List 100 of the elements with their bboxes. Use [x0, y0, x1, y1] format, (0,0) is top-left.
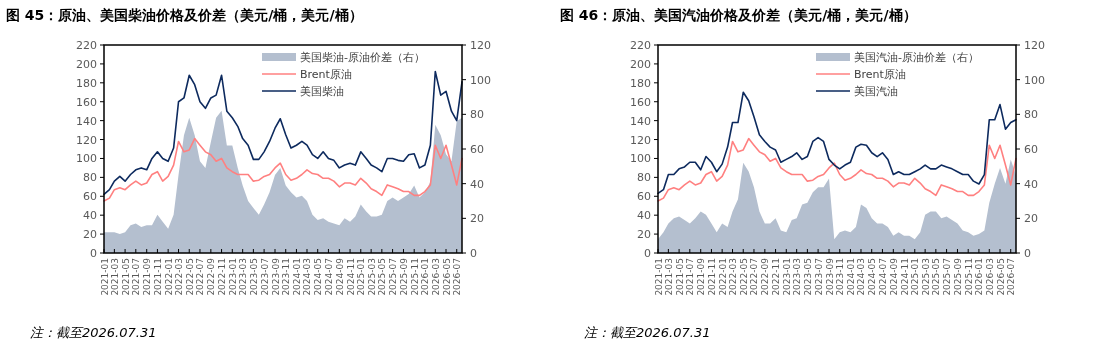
- x-tick-label: 2024-01: [291, 258, 302, 296]
- y-tick-label: 160: [76, 95, 97, 109]
- line-series: [103, 70, 463, 196]
- x-tick-label: 2021-11: [706, 258, 717, 296]
- x-tick-label: 2023-01: [781, 258, 792, 296]
- x-tick-label: 2023-11: [835, 258, 846, 296]
- y-tick-label: 200: [76, 57, 97, 71]
- y-tick-label: 220: [630, 39, 651, 52]
- y2-tick-label: 120: [470, 39, 491, 52]
- legend-label: Brent原油: [300, 68, 352, 81]
- x-tick-label: 2022-05: [184, 258, 195, 296]
- y-tick-label: 120: [630, 133, 651, 147]
- x-tick-label: 2023-07: [813, 258, 824, 296]
- x-tick-label: 2023-09: [270, 257, 281, 296]
- chart-title: 图 45：原油、美国柴油价格及价差（美元/桶，美元/桶）: [6, 7, 363, 23]
- y2-tick-label: 60: [470, 143, 484, 156]
- y-tick-label: 140: [630, 114, 651, 128]
- x-tick-label: 2024-05: [867, 258, 878, 296]
- y2-tick-label: 60: [1024, 143, 1038, 156]
- y-tick-label: 0: [90, 247, 97, 260]
- x-tick-label: 2021-03: [109, 258, 120, 296]
- y-tick-label: 40: [83, 209, 97, 223]
- x-tick-label: 2026-07: [452, 258, 463, 296]
- x-tick-label: 2025-07: [942, 258, 953, 296]
- y2-tick-label: 20: [470, 212, 484, 226]
- x-tick-label: 2026-05: [995, 258, 1006, 296]
- legend-label: Brent原油: [854, 68, 906, 81]
- x-tick-label: 2025-01: [910, 258, 921, 296]
- x-tick-label: 2023-05: [248, 258, 259, 296]
- y2-tick-label: 40: [470, 177, 484, 191]
- x-tick-label: 2024-05: [313, 258, 324, 296]
- x-tick-label: 2025-01: [356, 258, 367, 296]
- x-tick-label: 2022-01: [163, 258, 174, 296]
- y2-tick-label: 120: [1024, 39, 1045, 52]
- y-tick-label: 20: [637, 228, 651, 242]
- x-tick-label: 2022-11: [217, 258, 228, 296]
- x-tick-label: 2024-07: [877, 258, 888, 296]
- y2-tick-label: 80: [1024, 108, 1038, 122]
- y-tick-label: 0: [644, 247, 651, 260]
- x-tick-label: 2025-07: [388, 258, 399, 296]
- legend-label: 美国汽油-原油价差（右）: [854, 51, 979, 64]
- y2-tick-label: 0: [470, 247, 477, 260]
- x-tick-label: 2021-09: [142, 257, 153, 296]
- x-tick-label: 2022-03: [728, 258, 739, 296]
- y-tick-label: 180: [630, 76, 651, 90]
- x-tick-label: 2025-09: [398, 257, 409, 296]
- y-tick-label: 100: [76, 152, 97, 166]
- x-tick-label: 2024-03: [856, 258, 867, 296]
- x-tick-label: 2022-09: [760, 257, 771, 296]
- x-tick-label: 2021-01: [653, 258, 664, 296]
- x-tick-label: 2024-07: [323, 258, 334, 296]
- y-tick-label: 160: [630, 95, 651, 109]
- y-tick-label: 60: [83, 190, 97, 204]
- x-tick-label: 2026-01: [420, 258, 431, 296]
- x-tick-label: 2023-01: [227, 258, 238, 296]
- x-tick-label: 2025-03: [920, 258, 931, 296]
- x-tick-label: 2021-07: [131, 258, 142, 296]
- x-tick-label: 2024-03: [302, 258, 313, 296]
- x-tick-label: 2023-03: [792, 258, 803, 296]
- x-tick-label: 2022-09: [206, 257, 217, 296]
- x-tick-label: 2024-11: [345, 258, 356, 296]
- text: 注：截至2026.07.31: [584, 325, 711, 340]
- y2-tick-label: 20: [1024, 212, 1038, 226]
- y-tick-label: 180: [76, 76, 97, 90]
- line-series: [657, 137, 1017, 202]
- x-tick-label: 2025-05: [931, 258, 942, 296]
- x-tick-label: 2021-01: [99, 258, 110, 296]
- y-tick-label: 80: [637, 171, 651, 185]
- y2-tick-label: 0: [1024, 247, 1031, 260]
- x-tick-label: 2025-09: [952, 257, 963, 296]
- text: 注：截至2026.07.31: [30, 325, 157, 340]
- x-tick-label: 2024-11: [899, 258, 910, 296]
- x-tick-label: 2025-11: [409, 258, 420, 296]
- x-tick-label: 2021-05: [674, 258, 685, 296]
- x-tick-label: 2022-07: [195, 258, 206, 296]
- y-tick-label: 200: [630, 57, 651, 71]
- x-tick-label: 2022-11: [771, 258, 782, 296]
- x-tick-label: 2023-07: [259, 258, 270, 296]
- x-tick-label: 2026-03: [430, 258, 441, 296]
- y-tick-label: 220: [76, 39, 97, 52]
- x-tick-label: 2025-05: [377, 258, 388, 296]
- line-series: [103, 137, 463, 202]
- y-tick-label: 40: [637, 209, 651, 223]
- y2-tick-label: 40: [1024, 177, 1038, 191]
- x-tick-label: 2022-03: [174, 258, 185, 296]
- x-tick-label: 2024-09: [334, 257, 345, 296]
- x-tick-label: 2023-11: [281, 258, 292, 296]
- x-tick-label: 2026-01: [974, 258, 985, 296]
- legend-label: 美国汽油: [854, 85, 898, 98]
- x-tick-label: 2026-03: [984, 258, 995, 296]
- x-tick-label: 2025-11: [963, 258, 974, 296]
- x-tick-label: 2026-05: [441, 258, 452, 296]
- x-tick-label: 2021-11: [152, 258, 163, 296]
- chart-title: 图 46：原油、美国汽油价格及价差（美元/桶，美元/桶）: [560, 7, 917, 23]
- x-tick-label: 2025-03: [366, 258, 377, 296]
- y-tick-label: 80: [83, 171, 97, 185]
- x-tick-label: 2021-03: [663, 258, 674, 296]
- y-tick-label: 20: [83, 228, 97, 242]
- x-tick-label: 2021-09: [696, 257, 707, 296]
- x-tick-label: 2024-01: [845, 258, 856, 296]
